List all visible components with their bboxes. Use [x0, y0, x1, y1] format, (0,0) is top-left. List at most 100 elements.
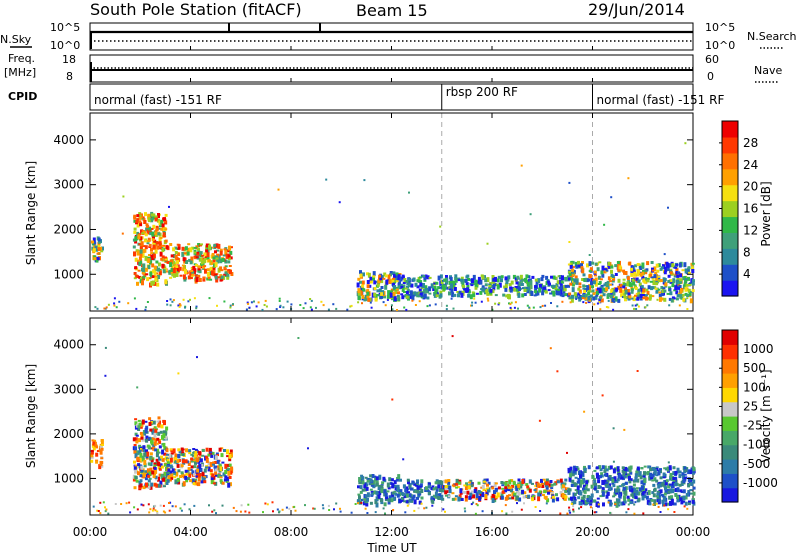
echo-cell [156, 282, 160, 287]
echo-cell [422, 275, 426, 277]
echo-cell [420, 479, 424, 484]
echo-cell [528, 479, 532, 484]
echo-cell [153, 426, 157, 430]
echo-cell [539, 483, 542, 487]
echo-cell [508, 494, 511, 497]
echo-cell [158, 243, 162, 248]
echo-cell [574, 275, 578, 279]
echo-cell [136, 218, 140, 222]
echo-cell [426, 305, 429, 308]
echo-cell [412, 277, 416, 282]
echo-cell [415, 483, 419, 485]
echo-cell [152, 224, 156, 229]
echo-cell [160, 473, 164, 479]
echo-cell [586, 263, 589, 268]
echo-cell [404, 511, 407, 514]
echo-cell [600, 270, 604, 275]
echo-cell [512, 480, 516, 485]
echo-cell [434, 495, 438, 499]
echo-cell [228, 457, 232, 462]
echo-cell [214, 455, 218, 461]
echo-cell [365, 494, 369, 498]
echo-cell [176, 260, 179, 265]
echo-cell [190, 270, 193, 273]
echo-cell [605, 494, 609, 499]
echo-cell [588, 274, 592, 279]
echo-cell [641, 262, 645, 268]
echo-cell [189, 270, 193, 276]
echo-cell [668, 465, 672, 469]
echo-cell [140, 436, 144, 440]
echo-cell [405, 280, 409, 283]
echo-cell [686, 297, 689, 300]
echo-cell [601, 273, 605, 278]
echo-cell [229, 304, 232, 307]
echo-cell [159, 237, 163, 239]
echo-cell [148, 277, 152, 280]
echo-cell [681, 472, 685, 477]
echo-cell [453, 293, 457, 297]
echo-cell [521, 293, 525, 298]
echo-cell [559, 288, 563, 293]
echo-cell [439, 225, 442, 228]
echo-cell [191, 273, 195, 276]
echo-cell [172, 264, 176, 269]
echo-cell [391, 485, 395, 489]
echo-cell [476, 504, 479, 507]
echo-cell [219, 258, 223, 262]
echo-cell [678, 285, 682, 288]
echo-cell [602, 502, 605, 507]
echo-cell [279, 305, 282, 308]
echo-cell [167, 472, 170, 474]
echo-cell [578, 501, 582, 506]
echo-cell [628, 281, 632, 287]
echo-cell [327, 504, 330, 507]
echo-cell [213, 461, 217, 464]
echo-cell [357, 502, 360, 505]
echo-cell [312, 507, 315, 510]
echo-cell [164, 511, 167, 514]
echo-cell [104, 374, 107, 377]
echo-cell [143, 248, 147, 253]
echo-cell [564, 284, 568, 288]
echo-cell [596, 267, 600, 272]
echo-cell [541, 482, 545, 485]
echo-cell [335, 502, 338, 505]
echo-cell [653, 468, 657, 474]
echo-cell [144, 255, 148, 261]
echo-cell [137, 427, 141, 431]
echo-cell [406, 478, 410, 482]
echo-cell [125, 502, 128, 505]
echo-cell [603, 465, 607, 471]
echo-cell [560, 481, 564, 486]
echo-cell [172, 273, 176, 278]
y-tick-label: 1000 [53, 267, 84, 281]
nsky-label: N.Sky [0, 33, 32, 46]
echo-cell [676, 274, 680, 278]
echo-cell [181, 453, 185, 457]
echo-cell [615, 492, 619, 495]
echo-cell [339, 507, 341, 510]
echo-cell [143, 460, 147, 465]
echo-cell [655, 274, 659, 279]
echo-cell [219, 466, 223, 472]
echo-cell [226, 449, 229, 455]
echo-cell [203, 480, 207, 484]
echo-cell [663, 467, 667, 470]
echo-cell [386, 298, 389, 301]
echo-cell [646, 471, 650, 475]
echo-cell [654, 287, 658, 290]
echo-cell [528, 488, 532, 493]
echo-cell [133, 506, 136, 509]
echo-cell [101, 444, 104, 446]
echo-cell [552, 275, 556, 280]
echo-cell [278, 300, 281, 302]
echo-cell [435, 281, 439, 285]
echo-cell [642, 288, 646, 293]
echo-cell [658, 293, 662, 298]
echo-cell [547, 289, 551, 292]
echo-cell [578, 507, 580, 510]
echo-cell [133, 444, 137, 446]
echo-cell [688, 282, 692, 285]
echo-cell [411, 299, 414, 302]
